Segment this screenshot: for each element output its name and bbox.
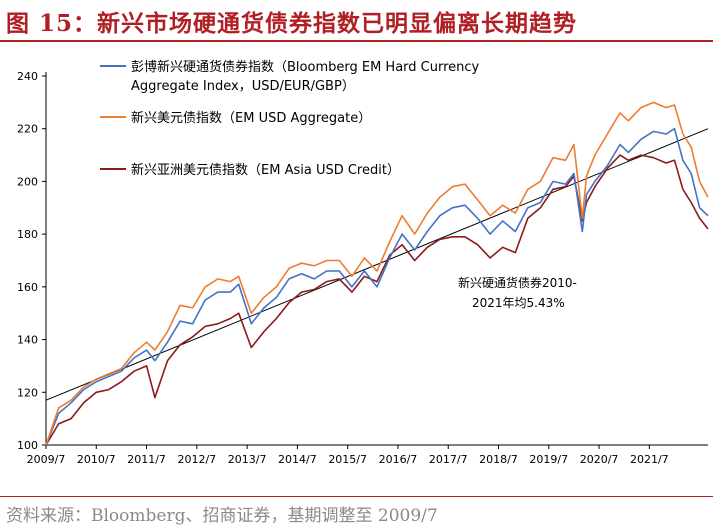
legend-label-em-usd: 新兴美元债指数（EM USD Aggregate） <box>131 110 371 126</box>
series-line-em-asia <box>45 154 709 446</box>
x-tick-label: 2014/7 <box>278 453 317 466</box>
x-tick-label: 2013/7 <box>228 453 267 466</box>
y-tick-label: 180 <box>17 228 38 241</box>
x-tick-label: 2011/7 <box>127 453 166 466</box>
x-tick-label: 2020/7 <box>580 453 619 466</box>
trend-annotation-line1: 新兴硬通货债券2010- <box>458 275 577 290</box>
x-tick-label: 2019/7 <box>529 453 568 466</box>
x-tick-label: 2012/7 <box>177 453 216 466</box>
y-tick-label: 160 <box>17 281 38 294</box>
x-tick-label: 2021/7 <box>630 453 669 466</box>
series-line-em-usd <box>45 101 709 446</box>
figure-title: 图 15：新兴市场硬通货债券指数已明显偏离长期趋势 <box>6 10 578 37</box>
legend-label-em-asia: 新兴亚洲美元债指数（EM Asia USD Credit） <box>131 162 400 178</box>
y-tick-label: 120 <box>17 386 38 399</box>
y-tick-label: 240 <box>17 70 38 83</box>
x-tick-label: 2016/7 <box>379 453 418 466</box>
source-note: 资料来源：Bloomberg、招商证券，基期调整至 2009/7 <box>6 506 438 526</box>
legend-label-bloomberg-line1: 彭博新兴硬通货债券指数（Bloomberg EM Hard Currency <box>131 59 480 75</box>
x-tick-label: 2015/7 <box>328 453 367 466</box>
trend-line <box>45 128 709 401</box>
source-rule <box>0 496 713 497</box>
trend-annotation-line2: 2021年均5.43% <box>472 296 565 310</box>
x-tick-label: 2009/7 <box>27 453 66 466</box>
x-tick-label: 2010/7 <box>77 453 116 466</box>
y-tick-label: 200 <box>17 175 38 188</box>
x-tick-label: 2017/7 <box>429 453 468 466</box>
x-tick-label: 2018/7 <box>479 453 518 466</box>
y-tick-label: 220 <box>17 123 38 136</box>
y-tick-label: 100 <box>17 439 38 452</box>
y-tick-label: 140 <box>17 334 38 347</box>
title-rule <box>0 40 713 42</box>
legend-label-bloomberg-line2: Aggregate Index，USD/EUR/GBP） <box>131 79 355 94</box>
series-line-bloomberg <box>45 127 709 446</box>
